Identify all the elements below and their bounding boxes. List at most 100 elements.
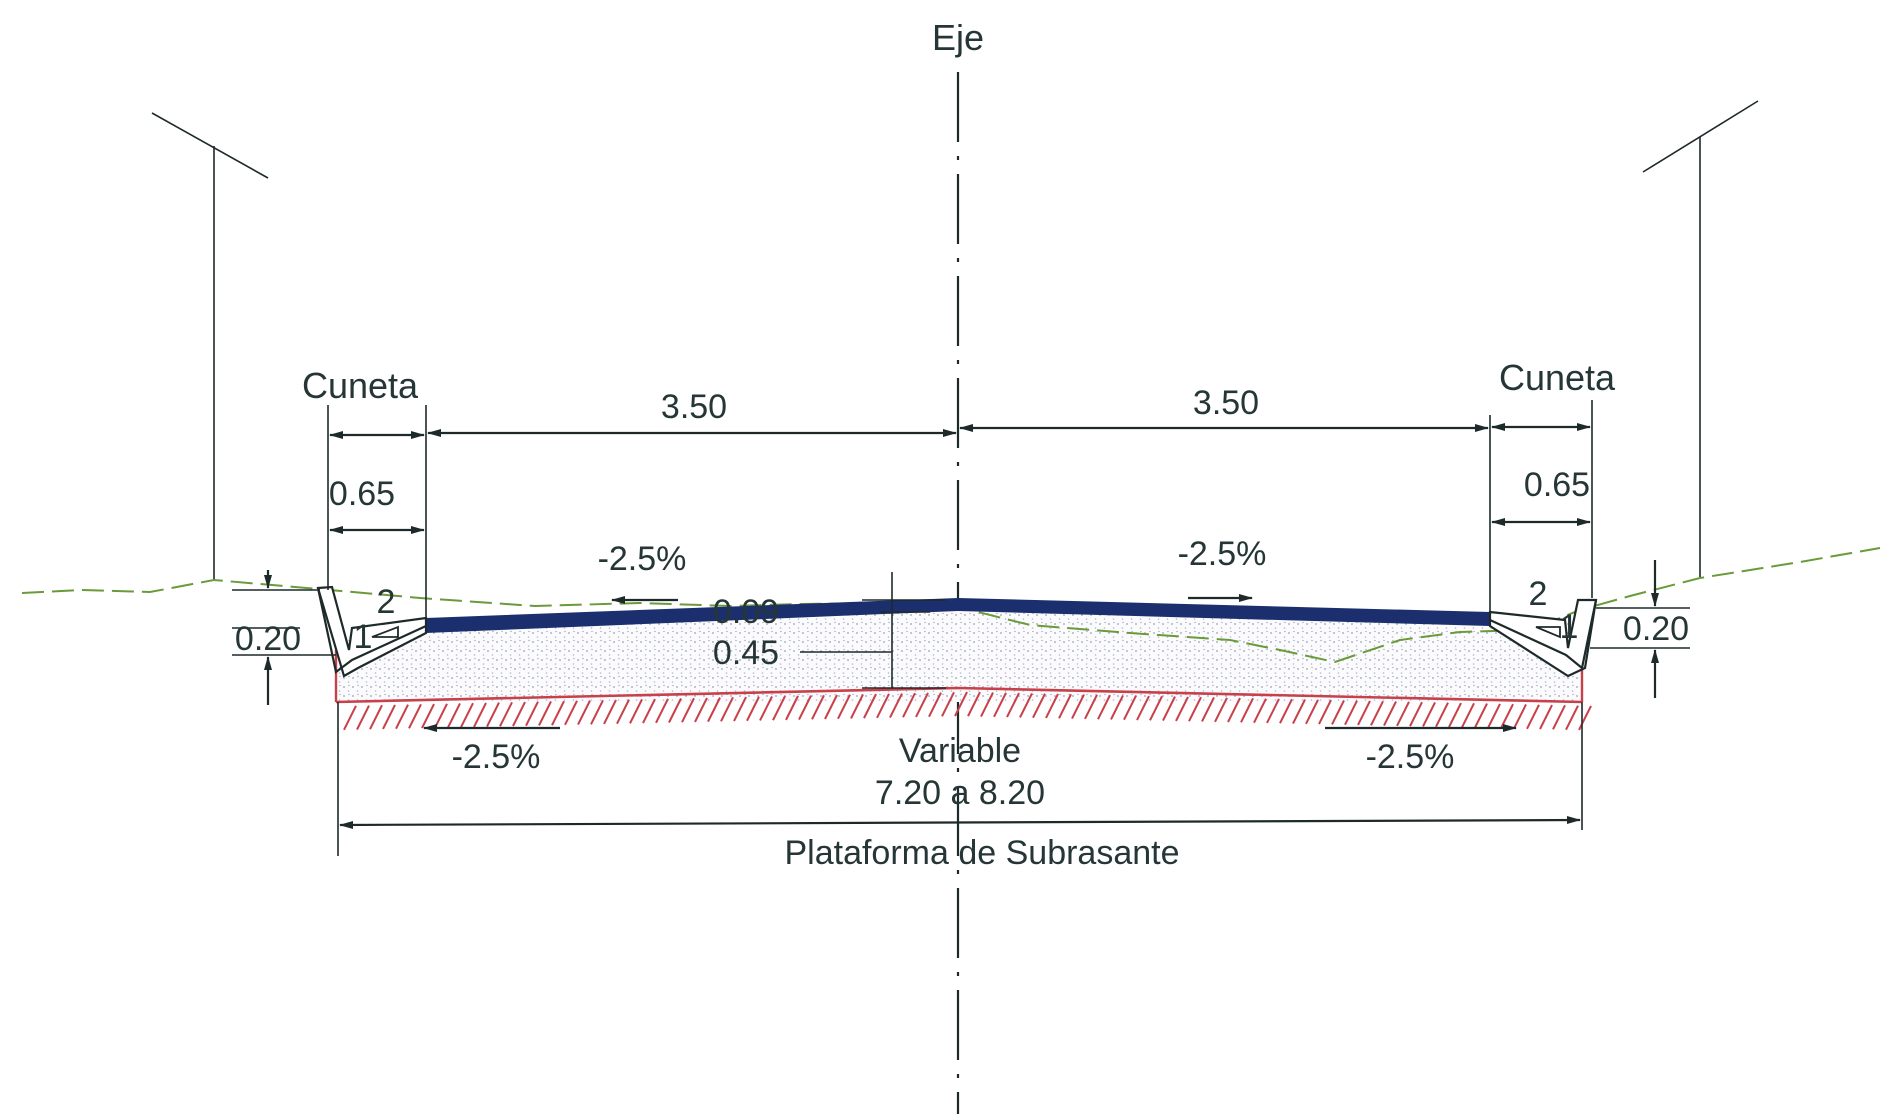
subgrade-hatch <box>343 691 1592 731</box>
hatch-stroke <box>1435 702 1449 728</box>
hatch-stroke <box>1305 699 1319 725</box>
platform-range: 7.20 a 8.20 <box>875 774 1045 812</box>
hatch-stroke <box>980 692 994 717</box>
ditch-right-label: Cuneta <box>1499 357 1616 398</box>
hatch-stroke <box>1253 698 1267 724</box>
hatch-stroke <box>538 700 552 726</box>
hatch-stroke <box>512 701 526 727</box>
axis-label: Eje <box>932 17 984 58</box>
hatch-stroke <box>1409 701 1423 727</box>
hatch-stroke <box>551 700 565 726</box>
slope-top-left: -2.5% <box>598 540 686 604</box>
hatch-stroke <box>837 694 851 720</box>
hatch-stroke <box>915 692 929 718</box>
hatch-stroke <box>1461 702 1475 728</box>
hatch-stroke <box>473 702 487 728</box>
hatch-stroke <box>1383 701 1397 727</box>
hatch-stroke <box>1058 693 1072 719</box>
hatch-stroke <box>486 702 500 728</box>
hatch-stroke <box>1097 694 1111 720</box>
hatch-stroke <box>1539 704 1553 730</box>
platform-name: Plataforma de Subrasante <box>784 834 1179 872</box>
platform-dimension: Variable 7.20 a 8.20 Plataforma de Subra… <box>337 702 1583 872</box>
hatch-stroke <box>1487 703 1501 729</box>
hatch-stroke <box>1474 703 1488 729</box>
hatch-stroke <box>629 698 643 724</box>
hatch-stroke <box>616 699 630 725</box>
lane-dimension: 3.50 3.50 <box>425 384 1491 620</box>
hatch-stroke <box>798 695 812 721</box>
hatch-stroke <box>681 697 695 723</box>
ditch-left-depth-dimension: 0.20 <box>232 570 336 705</box>
hatch-stroke <box>577 700 591 726</box>
ditch-left-depth: 0.20 <box>235 620 301 658</box>
hatch-stroke <box>1526 704 1540 730</box>
hatch-stroke <box>1019 692 1033 718</box>
hatch-stroke <box>824 694 838 720</box>
ditch-left-label: Cuneta <box>302 365 419 406</box>
hatch-stroke <box>876 693 890 719</box>
hatch-stroke <box>1513 704 1527 729</box>
hatch-stroke <box>447 703 461 728</box>
hatch-stroke <box>1162 696 1176 722</box>
base-thickness: 0.45 <box>713 634 779 672</box>
hatch-stroke <box>993 692 1007 718</box>
hatch-stroke <box>720 696 734 722</box>
hatch-stroke <box>590 699 604 725</box>
hatch-stroke <box>1370 700 1384 726</box>
lane-right-width: 3.50 <box>1193 384 1259 422</box>
hatch-stroke <box>525 701 539 727</box>
hatch-stroke <box>1175 696 1189 722</box>
slope-bottom-right: -2.5% <box>1325 724 1517 776</box>
ratio-left-v: 1 <box>354 618 373 656</box>
hatch-stroke <box>902 692 916 718</box>
hatch-stroke <box>1292 699 1306 724</box>
hatch-stroke <box>785 695 799 721</box>
ratio-left-h: 2 <box>377 583 396 621</box>
hatch-stroke <box>941 691 955 717</box>
hatch-stroke <box>1552 704 1566 730</box>
hatch-stroke <box>499 701 513 727</box>
hatch-stroke <box>1188 696 1202 722</box>
ditch-right-depth: 0.20 <box>1623 610 1689 648</box>
hatch-stroke <box>1006 692 1020 718</box>
ditch-right-dimension: Cuneta 0.65 <box>1491 357 1616 598</box>
hatch-stroke <box>707 697 721 723</box>
hatch-stroke <box>772 695 786 721</box>
hatch-stroke <box>395 704 409 730</box>
ratio-right-v: 1 <box>1560 608 1579 646</box>
hatch-stroke <box>1500 703 1514 729</box>
right-signpost <box>1642 100 1759 578</box>
hatch-stroke <box>863 693 877 719</box>
hatch-stroke <box>1357 700 1371 726</box>
hatch-stroke <box>1448 702 1462 728</box>
slope-bottom-left: -2.5% <box>423 724 560 776</box>
hatch-stroke <box>928 692 942 718</box>
hatch-stroke <box>1149 695 1163 721</box>
hatch-stroke <box>408 703 422 729</box>
hatch-stroke <box>1123 695 1137 721</box>
hatch-stroke <box>1266 698 1280 724</box>
hatch-stroke <box>1136 695 1150 721</box>
ditch-right-width: 0.65 <box>1524 466 1590 504</box>
pavement-layer <box>426 598 1490 633</box>
hatch-stroke <box>356 705 370 730</box>
hatch-stroke <box>564 700 578 726</box>
slope-bottom-left-label: -2.5% <box>452 738 541 776</box>
hatch-stroke <box>733 696 747 722</box>
hatch-stroke <box>668 698 682 723</box>
hatch-stroke <box>1578 705 1592 731</box>
hatch-stroke <box>343 705 357 731</box>
hatch-stroke <box>1565 705 1579 731</box>
hatch-stroke <box>1279 698 1293 724</box>
hatch-stroke <box>954 691 968 717</box>
hatch-stroke <box>1240 697 1254 723</box>
hatch-stroke <box>746 696 760 722</box>
hatch-stroke <box>1331 699 1345 725</box>
hatch-stroke <box>1344 700 1358 726</box>
platform-variable: Variable <box>899 732 1021 770</box>
hatch-stroke <box>382 704 396 730</box>
pavement-thickness: 0.09 <box>713 593 779 631</box>
hatch-stroke <box>642 698 656 724</box>
ditch-right-depth-dimension: 0.20 <box>1590 560 1690 698</box>
